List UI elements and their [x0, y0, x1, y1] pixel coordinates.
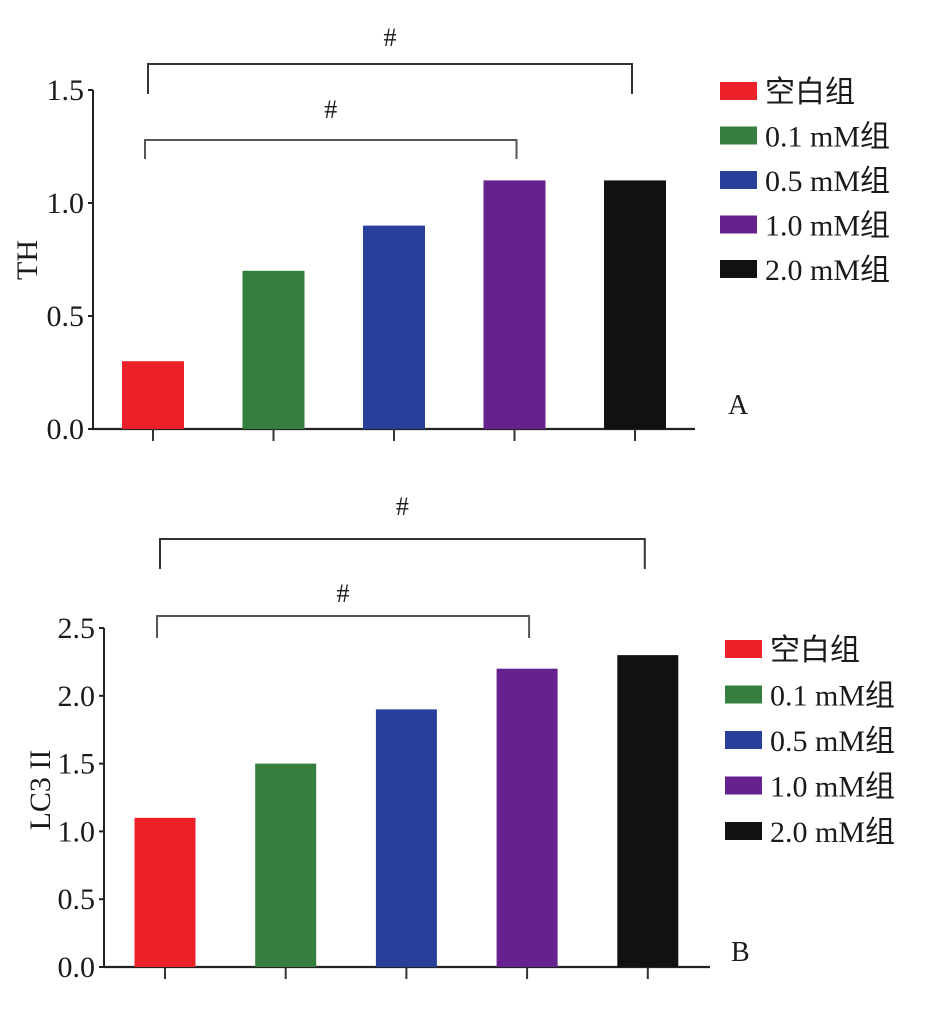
- y-axis-label: LC3 II: [24, 750, 57, 831]
- significance-marker: #: [384, 23, 397, 52]
- panel-label: A: [728, 390, 749, 421]
- y-tick-label: 1.0: [47, 187, 85, 220]
- y-tick-label: 1.0: [58, 815, 96, 848]
- significance-bracket: [147, 63, 633, 94]
- bar: [363, 225, 425, 429]
- legend-swatch: [725, 731, 762, 749]
- bar: [122, 361, 184, 429]
- y-tick-label: 2.0: [58, 680, 96, 713]
- bar: [496, 668, 558, 967]
- legend-label: 0.5 mM组: [765, 165, 890, 198]
- legend-swatch: [725, 822, 762, 840]
- chart-panel-b: 0.0 0.5 1.0 1.5 2.0 2.5 LC3 II # # 空白组 0.1 mM组 0.5 …: [24, 492, 895, 984]
- legend-label: 0.5 mM组: [770, 725, 895, 758]
- bar: [604, 180, 666, 429]
- legend-label: 0.1 mM组: [765, 121, 890, 154]
- bar: [617, 655, 679, 967]
- legend-label: 空白组: [765, 76, 855, 109]
- bar: [375, 709, 437, 967]
- significance-marker: #: [396, 492, 409, 521]
- legend-label: 2.0 mM组: [770, 816, 895, 849]
- y-tick-label: 0.5: [47, 300, 85, 333]
- y-tick-label: 1.5: [47, 74, 85, 107]
- y-tick-label: 2.5: [58, 612, 96, 645]
- legend-swatch: [720, 82, 757, 100]
- y-tick-label: 0.5: [58, 883, 96, 916]
- y-axis-label: TH: [11, 240, 44, 280]
- bar: [242, 270, 305, 429]
- legend-label: 空白组: [770, 634, 860, 667]
- legend-swatch: [720, 215, 757, 234]
- legend-swatch: [725, 685, 762, 704]
- legend-label: 2.0 mM组: [765, 254, 890, 287]
- significance-marker: #: [324, 95, 337, 124]
- significance-bracket: [156, 615, 531, 638]
- legend-swatch: [720, 126, 757, 145]
- legend-swatch: [725, 776, 762, 795]
- legend-swatch: [725, 640, 762, 658]
- significance-bracket: [144, 139, 518, 159]
- bar: [255, 763, 317, 967]
- significance-bracket: [159, 538, 646, 569]
- y-tick-label: 1.5: [58, 748, 96, 781]
- legend-label: 1.0 mM组: [770, 771, 895, 804]
- bar: [483, 180, 546, 429]
- legend-label: 0.1 mM组: [770, 680, 895, 713]
- significance-marker: #: [337, 579, 350, 608]
- bar: [134, 817, 196, 967]
- legend-label: 1.0 mM组: [765, 210, 890, 243]
- legend-swatch: [720, 260, 757, 278]
- legend-swatch: [720, 171, 757, 189]
- panel-label: B: [731, 937, 750, 968]
- y-tick-label: 0.0: [47, 413, 85, 446]
- y-tick-label: 0.0: [58, 951, 96, 984]
- chart-panel-a: 0.0 0.5 1.0 1.5 TH # # 空白组 0.1 mM组 0.5 mM组 1.0 mM组…: [11, 23, 890, 446]
